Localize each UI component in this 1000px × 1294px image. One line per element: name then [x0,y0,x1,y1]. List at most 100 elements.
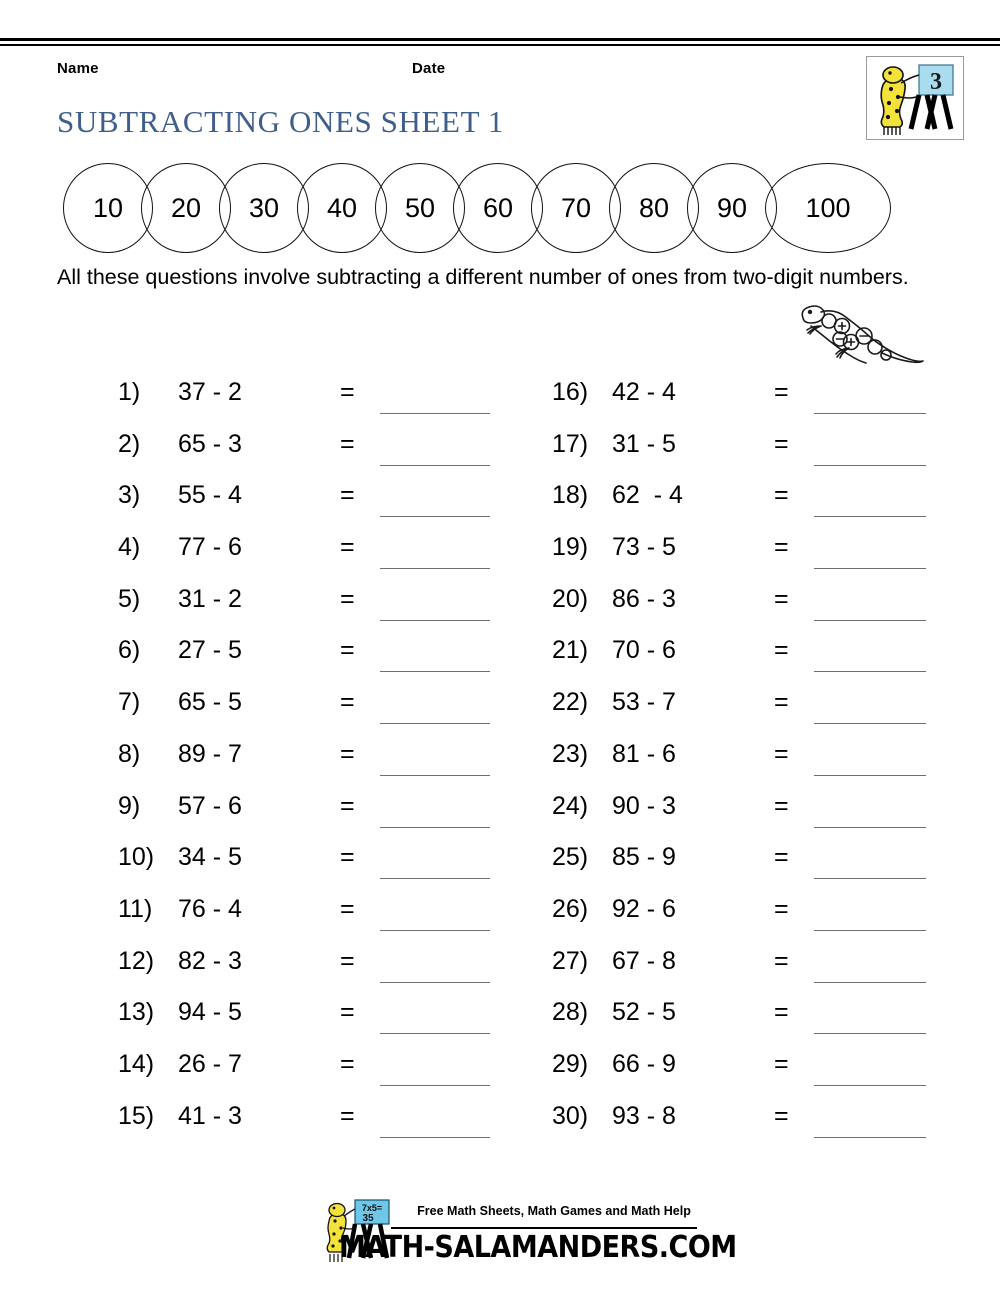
question-expression: 65 - 3 [178,429,242,458]
question-expression: 52 - 5 [612,998,676,1027]
question-expression: 77 - 6 [178,533,242,562]
question-expression: 67 - 8 [612,946,676,975]
answer-blank[interactable] [814,878,926,880]
answer-blank[interactable] [814,1136,926,1138]
question-row: 7) 65 - 5 = [118,685,538,737]
number-oval-80: 80 [609,163,699,253]
svg-text:3: 3 [930,69,942,95]
answer-blank[interactable] [380,413,490,414]
answer-blank[interactable] [380,568,490,570]
question-number: 23) [552,739,589,768]
answer-blank[interactable] [380,723,490,725]
equals-sign: = [340,1101,355,1130]
answer-blank[interactable] [814,826,926,828]
question-row: 20) 86 - 3 = [552,582,972,634]
answer-blank[interactable] [380,516,490,518]
question-row: 14) 26 - 7 = [118,1047,538,1099]
answer-blank[interactable] [814,1033,926,1035]
question-number: 6) [118,636,141,665]
question-expression: 82 - 3 [178,946,242,975]
number-oval-label: 40 [326,192,358,223]
answer-blank[interactable] [380,671,490,673]
question-row: 12) 82 - 3 = [118,944,538,996]
answer-blank[interactable] [814,516,926,518]
equals-sign: = [774,791,789,820]
number-oval-30: 30 [219,163,309,253]
question-expression: 31 - 5 [612,429,676,458]
question-expression: 62 - 4 [612,481,683,510]
question-row: 23) 81 - 6 = [552,737,972,789]
question-number: 2) [118,429,141,458]
footer-salamander-logo: 7x5= 35 [323,1198,395,1266]
answer-blank[interactable] [380,826,490,828]
answer-blank[interactable] [814,929,926,931]
equals-sign: = [340,481,355,510]
question-number: 8) [118,739,141,768]
equals-sign: = [774,739,789,768]
answer-blank[interactable] [380,774,490,776]
number-oval-20: 20 [141,163,231,253]
answer-blank[interactable] [380,619,490,621]
page-title: SUBTRACTING ONES SHEET 1 [57,104,504,139]
question-number: 12) [118,946,155,975]
question-row: 16) 42 - 4 = [552,375,972,427]
answer-blank[interactable] [380,981,490,983]
equals-sign: = [340,843,355,872]
salamander-writing-icon: 3 [880,64,954,135]
question-row: 11) 76 - 4 = [118,892,538,944]
answer-blank[interactable] [814,619,926,621]
question-number: 17) [552,429,589,458]
equals-sign: = [774,636,789,665]
question-row: 24) 90 - 3 = [552,789,972,841]
equals-sign: = [340,429,355,458]
answer-blank[interactable] [380,464,490,466]
footer-brand-name: MATH-SALAMANDERS.COM [339,1230,737,1265]
question-row: 18) 62 - 4 = [552,478,972,530]
question-expression: 94 - 5 [178,998,242,1027]
question-number: 19) [552,533,589,562]
page-top-rule-thick [0,38,1000,41]
question-row: 28) 52 - 5 = [552,995,972,1047]
answer-blank[interactable] [814,671,926,673]
answer-blank[interactable] [814,981,926,983]
answer-blank[interactable] [814,568,926,570]
number-oval-70: 70 [531,163,621,253]
answer-blank[interactable] [380,929,490,931]
footer-board-line2: 35 [362,1213,374,1224]
answer-blank[interactable] [380,1033,490,1035]
equals-sign: = [340,998,355,1027]
equals-sign: = [340,946,355,975]
question-row: 3) 55 - 4 = [118,478,538,530]
question-number: 16) [552,378,589,406]
answer-blank[interactable] [380,1136,490,1138]
question-row: 30) 93 - 8 = [552,1099,972,1151]
equals-sign: = [340,688,355,717]
question-row: 29) 66 - 9 = [552,1047,972,1099]
question-number: 25) [552,843,589,872]
number-oval-label: 90 [716,192,748,223]
page-top-rule-thin [0,44,1000,46]
answer-blank[interactable] [814,464,926,466]
question-number: 13) [118,998,155,1027]
question-number: 24) [552,791,589,820]
number-oval-label: 60 [482,192,514,223]
question-number: 29) [552,1049,589,1078]
answer-blank[interactable] [380,878,490,880]
question-number: 26) [552,894,589,923]
name-field-label: Name [57,60,99,77]
answer-blank[interactable] [814,774,926,776]
question-row: 27) 67 - 8 = [552,944,972,996]
question-number: 1) [118,378,141,406]
answer-blank[interactable] [380,1084,490,1086]
question-row: 10) 34 - 5 = [118,840,538,892]
number-oval-10: 10 [63,163,153,253]
answer-blank[interactable] [814,723,926,725]
question-expression: 57 - 6 [178,791,242,820]
number-oval-label: 30 [248,192,280,223]
footer-board-line1: 7x5= [362,1203,382,1213]
equals-sign: = [774,1049,789,1078]
question-number: 3) [118,481,141,510]
answer-blank[interactable] [814,1084,926,1086]
question-number: 18) [552,481,589,510]
answer-blank[interactable] [814,413,926,414]
